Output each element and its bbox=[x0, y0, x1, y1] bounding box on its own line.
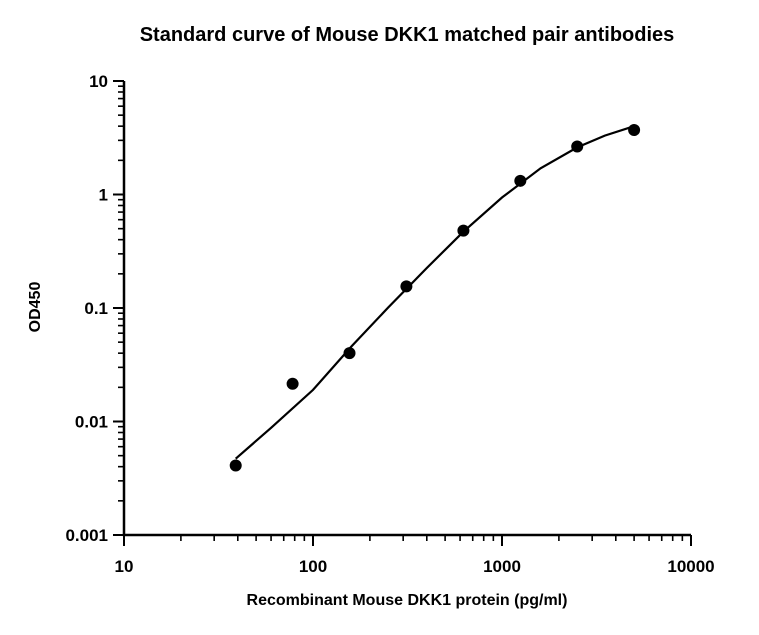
data-point bbox=[229, 459, 242, 472]
data-point bbox=[343, 347, 356, 360]
x-tick-label: 100 bbox=[299, 557, 327, 576]
x-axis-ticks: 10 100 1000 10000 bbox=[115, 535, 715, 576]
y-tick-label: 10 bbox=[89, 72, 108, 91]
data-point bbox=[286, 377, 299, 390]
y-axis-ticks: 0.001 0.01 0.1 1 10 bbox=[65, 72, 124, 545]
y-axis-label: OD450 bbox=[27, 282, 44, 333]
y-tick-label: 0.01 bbox=[75, 413, 108, 432]
axes bbox=[122, 81, 691, 537]
data-point bbox=[571, 140, 584, 153]
x-tick-label: 1000 bbox=[483, 557, 521, 576]
y-tick-label: 1 bbox=[99, 186, 108, 205]
chart-title: Standard curve of Mouse DKK1 matched pai… bbox=[140, 24, 675, 46]
data-point bbox=[514, 174, 527, 187]
x-axis-label: Recombinant Mouse DKK1 protein (pg/ml) bbox=[247, 592, 568, 609]
y-tick-label: 0.1 bbox=[84, 299, 108, 318]
x-tick-label: 10000 bbox=[667, 557, 714, 576]
x-tick-label: 10 bbox=[115, 557, 134, 576]
data-point bbox=[400, 280, 413, 293]
data-point bbox=[457, 224, 470, 237]
data-point bbox=[628, 124, 641, 137]
data-points bbox=[229, 124, 641, 472]
y-tick-label: 0.001 bbox=[65, 526, 108, 545]
fit-curve bbox=[234, 125, 635, 460]
